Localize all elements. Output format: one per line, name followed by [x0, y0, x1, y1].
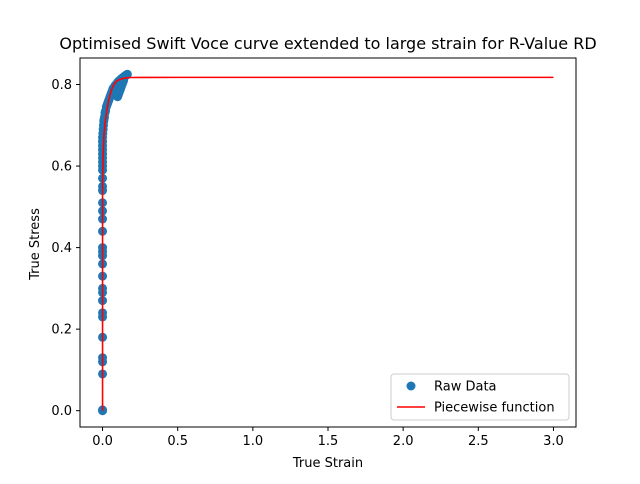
x-tick-label: 2.0	[393, 434, 414, 449]
x-tick-label: 0.5	[167, 434, 188, 449]
x-tick-label: 1.5	[318, 434, 339, 449]
legend: Raw Data Piecewise function	[390, 373, 570, 421]
x-tick-label: 3.0	[543, 434, 564, 449]
y-axis-label: True Stress	[28, 208, 43, 281]
legend-marker-raw-data	[406, 381, 416, 391]
x-axis: 0.0 0.5 1.0 1.5 2.0 2.5 3.0	[92, 427, 564, 449]
plot-area	[79, 57, 577, 428]
legend-box	[390, 373, 570, 421]
legend-entry-label: Raw Data	[434, 380, 497, 395]
x-axis-label: True Strain	[292, 456, 363, 471]
legend-entry-label: Piecewise function	[434, 401, 555, 416]
y-tick-label: 0.8	[51, 78, 72, 93]
series-piecewise-function	[101, 76, 554, 411]
y-tick-label: 0.0	[51, 404, 72, 419]
y-axis: 0.0 0.2 0.4 0.6 0.8	[51, 78, 80, 419]
x-tick-label: 1.0	[243, 434, 264, 449]
piecewise-function-line	[101, 76, 554, 411]
y-tick-label: 0.6	[51, 160, 72, 175]
y-tick-label: 0.2	[51, 323, 72, 338]
x-tick-label: 0.0	[92, 434, 113, 449]
chart-title: Optimised Swift Voce curve extended to l…	[59, 34, 596, 53]
y-tick-label: 0.4	[51, 241, 72, 256]
x-tick-label: 2.5	[468, 434, 489, 449]
